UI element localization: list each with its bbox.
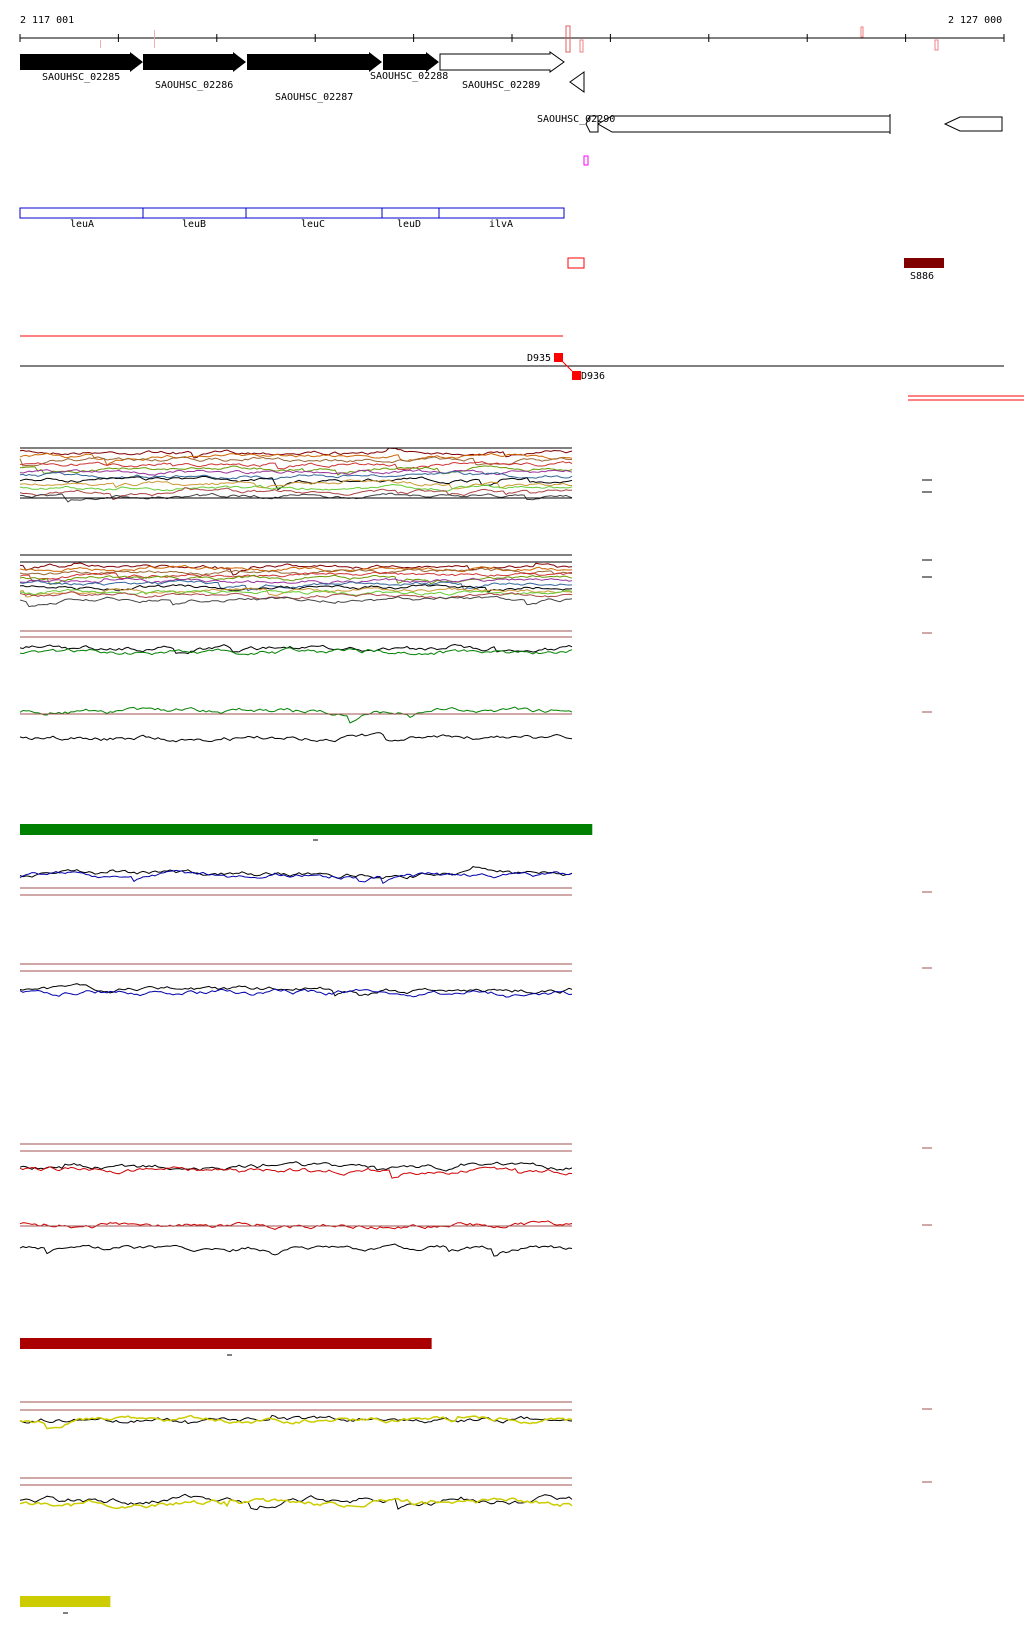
gene-label: SAOUHSC_02290: [537, 114, 615, 125]
ruler-start-label: 2 117 001: [20, 15, 74, 26]
expression-trace: [19, 647, 573, 656]
srna-label: S886: [910, 271, 934, 282]
gene-label: SAOUHSC_02286: [155, 80, 233, 91]
operon-box[interactable]: [438, 207, 565, 219]
condition-bars: [20, 824, 593, 1614]
ruler-marker: [860, 26, 864, 38]
expression-trace: [20, 461, 573, 471]
expression-trace: [20, 588, 573, 597]
coordinate-ruler: 2 117 001 2 127 000: [19, 15, 1005, 53]
gene-arrow[interactable]: [439, 51, 565, 73]
ruler-ticks: [19, 34, 1005, 42]
expression-trace: [19, 447, 573, 459]
gene-label: SAOUHSC_02288: [370, 71, 448, 82]
expression-trace: [19, 577, 573, 585]
expression-trace: [19, 483, 573, 492]
expression-trace: [19, 732, 573, 743]
expression-trace: [19, 706, 573, 724]
expression-trace: [19, 571, 573, 582]
d936-marker[interactable]: [572, 371, 581, 380]
marker-label: D936: [581, 371, 605, 382]
expression-trace: [19, 983, 573, 997]
marker-link: [561, 360, 573, 372]
expression-trace: [19, 564, 573, 573]
gene-arrow[interactable]: [247, 52, 382, 72]
expression-trace: [19, 479, 572, 490]
gene-arrow[interactable]: [943, 116, 1003, 132]
operon-box[interactable]: [381, 207, 440, 219]
expression-trace: [19, 492, 573, 503]
expression-trace: [20, 465, 573, 476]
expression-trace: [19, 1493, 573, 1511]
operon-box[interactable]: [245, 207, 383, 219]
expression-trace: [19, 475, 573, 491]
expression-trace: [19, 574, 573, 586]
operon-label: leuA: [70, 219, 94, 230]
operon-label: leuD: [397, 219, 421, 230]
red-outline-marker[interactable]: [567, 257, 585, 269]
gene-arrow[interactable]: [383, 52, 439, 72]
ruler-marker: [100, 40, 101, 48]
expression-trace: [19, 1220, 573, 1230]
gene-arrow[interactable]: [20, 52, 143, 72]
operon-box[interactable]: [19, 207, 144, 219]
ruler-marker: [934, 39, 939, 51]
ruler-marker: [579, 39, 584, 53]
condition-bar-green: [20, 824, 593, 835]
expression-trace: [19, 562, 573, 576]
gene-track: SAOUHSC_02285 SAOUHSC_02286 SAOUHSC_0228…: [20, 51, 1003, 166]
expression-trace: [19, 591, 573, 600]
ruler-marker: [565, 25, 571, 53]
expression-trace: [19, 1243, 573, 1257]
magenta-marker: [583, 155, 589, 166]
ruler-marker: [154, 30, 155, 48]
gene-arrow[interactable]: [596, 115, 891, 133]
operon-track: leuA leuB leuC leuD ilvA: [19, 207, 565, 230]
feature-track: S886 D935 D936: [20, 257, 1024, 401]
expression-trace: [19, 1161, 573, 1172]
condition-bar-yellow: [20, 1596, 111, 1607]
gene-arrow[interactable]: [143, 52, 246, 72]
operon-box[interactable]: [142, 207, 247, 219]
expression-trace: [19, 643, 573, 655]
expression-tracks: [19, 447, 932, 1511]
expression-trace: [19, 1414, 573, 1430]
operon-label: ilvA: [489, 219, 513, 230]
condition-bar-red: [20, 1338, 432, 1349]
expression-trace: [19, 469, 573, 476]
gene-arrow[interactable]: [585, 115, 599, 133]
expression-trace: [19, 567, 573, 576]
expression-trace: [19, 1166, 573, 1179]
srna-block[interactable]: [904, 258, 944, 268]
gene-label: SAOUHSC_02285: [42, 72, 120, 83]
gene-label: SAOUHSC_02289: [462, 80, 540, 91]
expression-trace: [19, 988, 573, 998]
gene-label: SAOUHSC_02287: [275, 92, 353, 103]
d935-marker[interactable]: [554, 353, 563, 362]
operon-label: leuC: [301, 219, 325, 230]
gene-arrow[interactable]: [569, 71, 585, 93]
expression-trace: [19, 595, 573, 608]
expression-trace: [19, 584, 573, 594]
marker-label: D935: [527, 353, 551, 364]
expression-trace: [19, 587, 573, 598]
expression-trace: [19, 456, 573, 467]
operon-label: leuB: [182, 219, 206, 230]
expression-trace: [19, 452, 573, 466]
ruler-end-label: 2 127 000: [948, 15, 1002, 26]
expression-trace: [19, 1497, 573, 1510]
expression-trace: [19, 869, 573, 885]
expression-trace: [19, 1414, 573, 1425]
